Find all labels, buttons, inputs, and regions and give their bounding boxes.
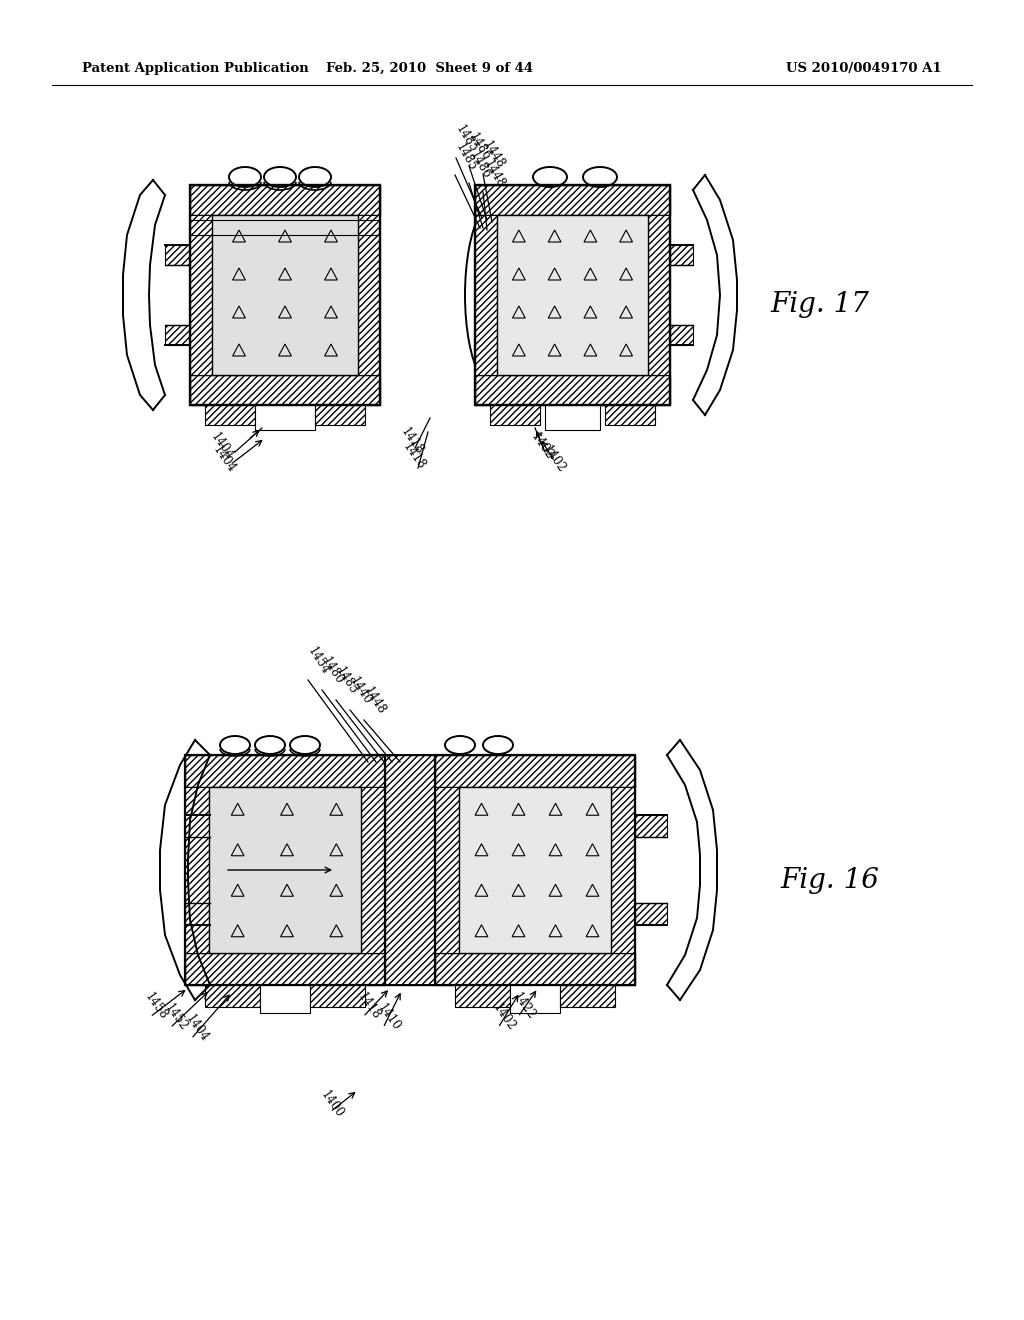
Bar xyxy=(310,985,365,1007)
Text: 1402: 1402 xyxy=(540,444,567,475)
Bar xyxy=(190,185,380,215)
Bar xyxy=(670,246,693,265)
Bar xyxy=(455,985,510,1007)
Bar xyxy=(165,246,190,265)
Bar xyxy=(209,787,361,953)
Text: 1402: 1402 xyxy=(528,430,556,462)
Bar xyxy=(190,215,212,375)
Text: Fig. 17: Fig. 17 xyxy=(770,292,869,318)
Bar xyxy=(358,215,380,375)
Text: 1440: 1440 xyxy=(347,675,374,708)
Bar xyxy=(185,755,385,985)
Bar xyxy=(385,755,435,985)
Bar xyxy=(361,787,385,953)
Text: 1448: 1448 xyxy=(361,685,388,717)
Text: 1418: 1418 xyxy=(355,990,383,1022)
Bar xyxy=(648,215,670,375)
Text: 1480: 1480 xyxy=(319,655,346,686)
Text: 1454: 1454 xyxy=(305,644,332,677)
Text: 1404: 1404 xyxy=(208,430,236,462)
Bar xyxy=(190,185,380,405)
Text: 1485: 1485 xyxy=(333,665,359,697)
Text: 1422: 1422 xyxy=(510,990,538,1022)
Text: Patent Application Publication: Patent Application Publication xyxy=(82,62,309,75)
Text: 1404: 1404 xyxy=(183,1012,211,1044)
Text: 1452: 1452 xyxy=(162,1001,189,1034)
Text: US 2010/0049170 A1: US 2010/0049170 A1 xyxy=(786,62,942,75)
Bar xyxy=(435,755,635,985)
Text: 1410: 1410 xyxy=(375,1001,402,1034)
Bar xyxy=(205,405,255,425)
Bar xyxy=(190,375,380,405)
Bar xyxy=(255,405,315,430)
Bar xyxy=(435,787,459,953)
Bar xyxy=(459,787,611,953)
Text: 1402: 1402 xyxy=(490,1001,518,1034)
Text: 1448: 1448 xyxy=(481,157,507,190)
Bar xyxy=(435,755,635,787)
Text: 1418: 1418 xyxy=(398,425,426,457)
Bar xyxy=(560,985,615,1007)
Bar xyxy=(185,814,210,837)
Bar xyxy=(635,814,667,837)
Text: 1448: 1448 xyxy=(480,139,507,172)
Bar xyxy=(475,215,497,375)
Bar xyxy=(260,985,310,1012)
Bar xyxy=(212,215,358,375)
Bar xyxy=(605,405,655,425)
Text: 1458: 1458 xyxy=(142,990,170,1022)
Bar xyxy=(385,755,435,985)
Text: 1404: 1404 xyxy=(210,444,238,475)
Bar xyxy=(165,325,190,345)
Bar xyxy=(435,953,635,985)
Text: Fig. 16: Fig. 16 xyxy=(780,866,879,894)
Bar xyxy=(545,405,600,430)
Bar xyxy=(510,985,560,1012)
Bar xyxy=(185,953,385,985)
Text: 1485: 1485 xyxy=(453,123,480,154)
Text: 1486: 1486 xyxy=(467,149,494,181)
Text: 1486: 1486 xyxy=(466,131,493,162)
Bar xyxy=(205,985,260,1007)
Bar xyxy=(315,405,365,425)
Bar xyxy=(670,325,693,345)
Bar xyxy=(635,903,667,925)
Text: 1418: 1418 xyxy=(400,441,428,473)
Bar xyxy=(185,787,209,953)
Text: 1485: 1485 xyxy=(453,141,479,173)
Bar xyxy=(490,405,540,425)
Bar xyxy=(475,185,670,215)
Bar xyxy=(611,787,635,953)
Bar xyxy=(475,375,670,405)
Bar xyxy=(497,215,648,375)
Bar xyxy=(475,185,670,405)
Bar xyxy=(185,903,210,925)
Bar xyxy=(185,755,385,787)
Text: 1400: 1400 xyxy=(318,1088,346,1119)
Text: Feb. 25, 2010  Sheet 9 of 44: Feb. 25, 2010 Sheet 9 of 44 xyxy=(327,62,534,75)
